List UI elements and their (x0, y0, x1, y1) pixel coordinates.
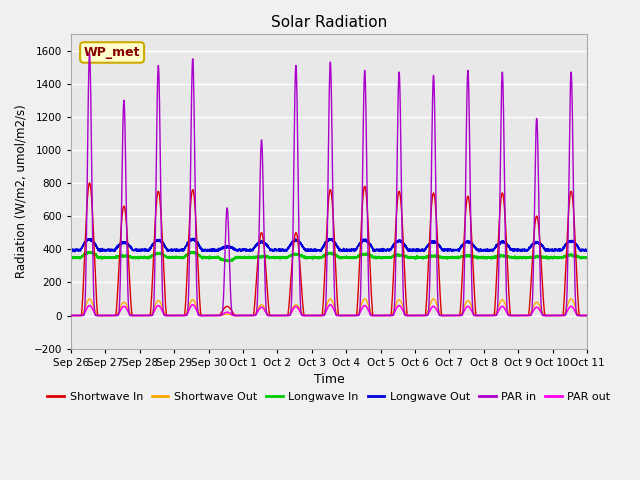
Title: Solar Radiation: Solar Radiation (271, 15, 387, 30)
Y-axis label: Radiation (W/m2, umol/m2/s): Radiation (W/m2, umol/m2/s) (15, 105, 28, 278)
Text: WP_met: WP_met (84, 46, 140, 59)
Legend: Shortwave In, Shortwave Out, Longwave In, Longwave Out, PAR in, PAR out: Shortwave In, Shortwave Out, Longwave In… (43, 387, 615, 406)
X-axis label: Time: Time (314, 373, 344, 386)
